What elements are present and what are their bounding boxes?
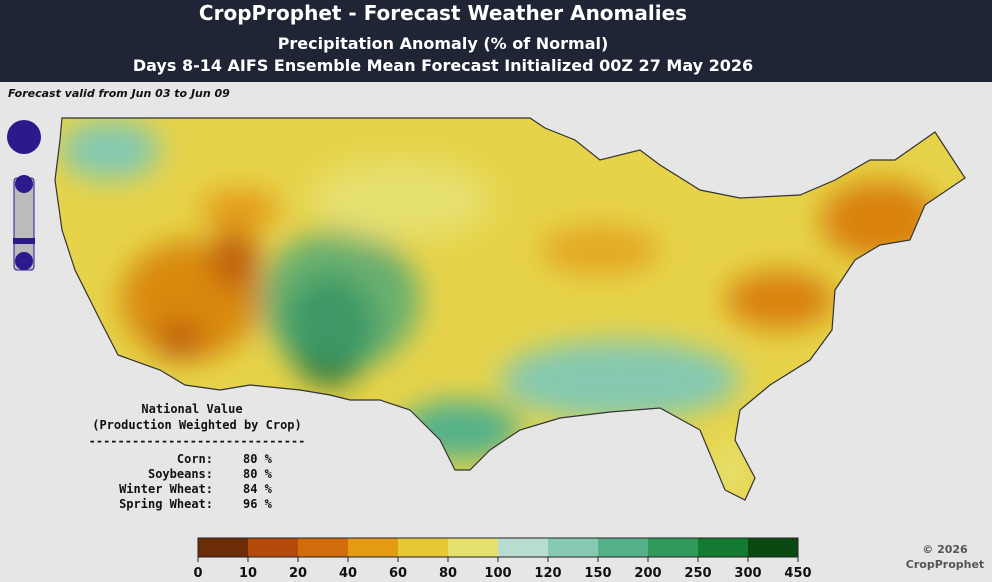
- legend-tick-label: 60: [389, 566, 407, 581]
- legend-tick-label: 40: [339, 566, 357, 581]
- legend: 0 10 20 40 60 80 100 120 150 200 250 300 450: [193, 537, 812, 581]
- crop-name: Soybeans:: [148, 467, 213, 481]
- crop-name: Corn:: [177, 452, 213, 466]
- national-values: National Value (Production Weighted by C…: [89, 402, 306, 511]
- pan-control[interactable]: [7, 120, 41, 154]
- legend-swatch: [298, 538, 348, 557]
- legend-swatch: [398, 538, 448, 557]
- legend-tick-label: 450: [784, 566, 811, 581]
- subtitle: Precipitation Anomaly (% of Normal): [278, 34, 609, 53]
- legend-tick-label: 120: [534, 566, 561, 581]
- legend-tick-label: 200: [634, 566, 661, 581]
- legend-tick-label: 100: [484, 566, 511, 581]
- legend-swatch: [748, 538, 798, 557]
- legend-swatch: [548, 538, 598, 557]
- legend-tick-label: 250: [684, 566, 711, 581]
- legend-tick-label: 0: [193, 566, 202, 581]
- legend-swatch: [498, 538, 548, 557]
- national-subtitle: (Production Weighted by Crop): [92, 418, 302, 432]
- legend-tick-label: 300: [734, 566, 761, 581]
- legend-swatch: [348, 538, 398, 557]
- legend-tick-label: 80: [439, 566, 457, 581]
- title: CropProphet - Forecast Weather Anomalies: [199, 1, 687, 25]
- legend-swatch: [248, 538, 298, 557]
- legend-swatch: [198, 538, 248, 557]
- valid-dates: Forecast valid from Jun 03 to Jun 09: [8, 87, 230, 100]
- subtitle: Days 8-14 AIFS Ensemble Mean Forecast In…: [133, 56, 753, 75]
- crop-name: Spring Wheat:: [119, 497, 213, 511]
- header-bar: [0, 0, 992, 82]
- crop-value: 80 %: [243, 452, 273, 466]
- legend-swatch: [648, 538, 698, 557]
- legend-tick-label: 150: [584, 566, 611, 581]
- crop-value: 80 %: [243, 467, 273, 481]
- copyright: © 2026: [922, 543, 968, 556]
- legend-swatch: [598, 538, 648, 557]
- legend-swatch: [448, 538, 498, 557]
- zoom-handle[interactable]: [13, 238, 35, 244]
- copyright: CropProphet: [906, 558, 984, 571]
- separator: ------------------------------: [89, 434, 306, 448]
- zoom-out[interactable]: [15, 252, 33, 270]
- legend-swatch: [698, 538, 748, 557]
- zoom-in[interactable]: [15, 175, 33, 193]
- national-title: National Value: [141, 402, 242, 416]
- crop-name: Winter Wheat:: [119, 482, 213, 496]
- map-controls[interactable]: [7, 120, 41, 271]
- legend-tick-label: 20: [289, 566, 307, 581]
- crop-value: 84 %: [243, 482, 273, 496]
- legend-tick-label: 10: [239, 566, 257, 581]
- crop-value: 96 %: [243, 497, 273, 511]
- us-outline: [54, 117, 966, 501]
